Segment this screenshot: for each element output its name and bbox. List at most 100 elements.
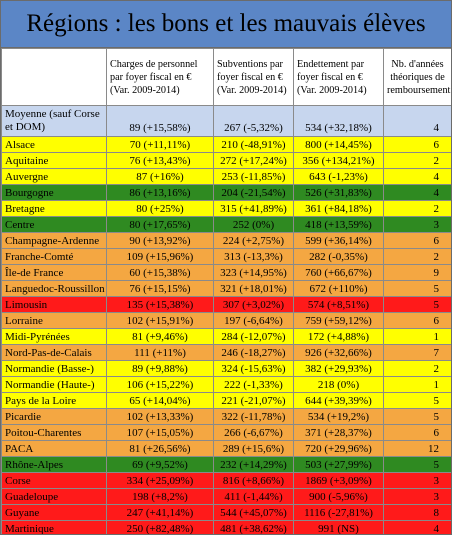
annees-cell: 2 — [383, 360, 451, 377]
table-row: Bretagne 80 (+25%) 315 (+41,89%) 361 (+84,1… — [1, 200, 451, 217]
region-cell: Champagne-Ardenne — [1, 232, 107, 249]
region-cell: Guyane — [1, 504, 107, 521]
region-cell: Nord-Pas-de-Calais — [1, 344, 107, 361]
charges-cell: 76 (+13,43%) — [106, 152, 214, 169]
table-row: Centre 80 (+17,65%) 252 (0%) 418 (+13,59%) 3 — [1, 216, 451, 233]
table-row: Nord-Pas-de-Calais 111 (+11%) 246 (-18,27%… — [1, 344, 451, 361]
table-row: Guadeloupe 198 (+8,2%) 411 (-1,44%) 900 (-5… — [1, 488, 451, 505]
endettement-cell: 1116 (-27,81%) — [293, 504, 384, 521]
subventions-cell: 252 (0%) — [213, 216, 294, 233]
region-cell: Normandie (Basse-) — [1, 360, 107, 377]
annees-cell: 4 — [383, 184, 451, 201]
endettement-cell: 418 (+13,59%) — [293, 216, 384, 233]
table-row: Languedoc-Roussillon 76 (+15,15%) 321 (+18… — [1, 280, 451, 297]
endettement-cell: 991 (NS) — [293, 520, 384, 534]
region-cell: Île-de France — [1, 264, 107, 281]
header-endettement: Endettement par foyer fiscal en € (Var. … — [293, 48, 384, 106]
subventions-cell: 324 (-15,63%) — [213, 360, 294, 377]
subventions-cell: 307 (+3,02%) — [213, 296, 294, 313]
region-cell: Corse — [1, 472, 107, 489]
region-cell: Pays de la Loire — [1, 392, 107, 409]
charges-cell: 89 (+15,58%) — [106, 105, 214, 137]
annees-cell: 3 — [383, 488, 451, 505]
charges-cell: 111 (+11%) — [106, 344, 214, 361]
endettement-cell: 371 (+28,37%) — [293, 424, 384, 441]
endettement-cell: 382 (+29,93%) — [293, 360, 384, 377]
table-row: Alsace 70 (+11,11%) 210 (-48,91%) 800 (+14,… — [1, 136, 451, 153]
charges-cell: 198 (+8,2%) — [106, 488, 214, 505]
subventions-cell: 222 (-1,33%) — [213, 376, 294, 393]
subventions-cell: 253 (-11,85%) — [213, 168, 294, 185]
charges-cell: 107 (+15,05%) — [106, 424, 214, 441]
endettement-cell: 503 (+27,99%) — [293, 456, 384, 473]
charges-cell: 81 (+26,56%) — [106, 440, 214, 457]
table-row: Champagne-Ardenne 90 (+13,92%) 224 (+2,75%… — [1, 232, 451, 249]
region-cell: Normandie (Haute-) — [1, 376, 107, 393]
endettement-cell: 599 (+36,14%) — [293, 232, 384, 249]
region-cell: PACA — [1, 440, 107, 457]
endettement-cell: 218 (0%) — [293, 376, 384, 393]
table-title: Régions : les bons et les mauvais élèves — [1, 1, 451, 48]
region-cell: Aquitaine — [1, 152, 107, 169]
region-cell: Auvergne — [1, 168, 107, 185]
annees-cell: 3 — [383, 216, 451, 233]
subventions-cell: 816 (+8,66%) — [213, 472, 294, 489]
region-cell: Moyenne (sauf Corse et DOM) — [1, 105, 107, 137]
charges-cell: 102 (+13,33%) — [106, 408, 214, 425]
table-row: PACA 81 (+26,56%) 289 (+15,6%) 720 (+29,96%… — [1, 440, 451, 457]
table-row: Lorraine 102 (+15,91%) 197 (-6,64%) 759 (+5… — [1, 312, 451, 329]
table-row: Limousin 135 (+15,38%) 307 (+3,02%) 574 (+8… — [1, 296, 451, 313]
subventions-cell: 266 (-6,67%) — [213, 424, 294, 441]
region-cell: Lorraine — [1, 312, 107, 329]
annees-cell: 9 — [383, 264, 451, 281]
charges-cell: 250 (+82,48%) — [106, 520, 214, 534]
annees-cell: 7 — [383, 344, 451, 361]
subventions-cell: 411 (-1,44%) — [213, 488, 294, 505]
region-cell: Alsace — [1, 136, 107, 153]
charges-cell: 80 (+17,65%) — [106, 216, 214, 233]
charges-cell: 70 (+11,11%) — [106, 136, 214, 153]
region-cell: Martinique — [1, 520, 107, 534]
charges-cell: 334 (+25,09%) — [106, 472, 214, 489]
endettement-cell: 172 (+4,88%) — [293, 328, 384, 345]
charges-cell: 81 (+9,46%) — [106, 328, 214, 345]
region-cell: Bourgogne — [1, 184, 107, 201]
header-region — [1, 48, 107, 106]
endettement-cell: 643 (-1,23%) — [293, 168, 384, 185]
endettement-cell: 760 (+66,67%) — [293, 264, 384, 281]
annees-cell: 6 — [383, 136, 451, 153]
annees-cell: 4 — [383, 520, 451, 534]
endettement-cell: 900 (-5,96%) — [293, 488, 384, 505]
charges-cell: 135 (+15,38%) — [106, 296, 214, 313]
subventions-cell: 544 (+45,07%) — [213, 504, 294, 521]
charges-cell: 80 (+25%) — [106, 200, 214, 217]
subventions-cell: 224 (+2,75%) — [213, 232, 294, 249]
endettement-cell: 926 (+32,66%) — [293, 344, 384, 361]
table-row: Corse 334 (+25,09%) 816 (+8,66%) 1869 (+3,0… — [1, 472, 451, 489]
region-cell: Languedoc-Roussillon — [1, 280, 107, 297]
subventions-cell: 323 (+14,95%) — [213, 264, 294, 281]
annees-cell: 6 — [383, 312, 451, 329]
annees-cell: 1 — [383, 376, 451, 393]
subventions-cell: 313 (-13,3%) — [213, 248, 294, 265]
table-row: Bourgogne 86 (+13,16%) 204 (-21,54%) 526 (+… — [1, 184, 451, 201]
annees-cell: 2 — [383, 248, 451, 265]
average-row: Moyenne (sauf Corse et DOM) 89 (+15,58%) 2… — [1, 105, 451, 137]
subventions-cell: 204 (-21,54%) — [213, 184, 294, 201]
subventions-cell: 267 (-5,32%) — [213, 105, 294, 137]
charges-cell: 76 (+15,15%) — [106, 280, 214, 297]
table-body: Moyenne (sauf Corse et DOM) 89 (+15,58%) 2… — [1, 105, 451, 534]
charges-cell: 89 (+9,88%) — [106, 360, 214, 377]
endettement-cell: 720 (+29,96%) — [293, 440, 384, 457]
table-row: Martinique 250 (+82,48%) 481 (+38,62%) 991 … — [1, 520, 451, 534]
table-row: Franche-Comté 109 (+15,96%) 313 (-13,3%) 28… — [1, 248, 451, 265]
table-row: Auvergne 87 (+16%) 253 (-11,85%) 643 (-1,23… — [1, 168, 451, 185]
annees-cell: 8 — [383, 504, 451, 521]
region-cell: Limousin — [1, 296, 107, 313]
annees-cell: 5 — [383, 296, 451, 313]
endettement-cell: 800 (+14,45%) — [293, 136, 384, 153]
header-charges: Charges de personnel par foyer fiscal en… — [106, 48, 214, 106]
annees-cell: 4 — [383, 105, 451, 137]
table-row: Midi-Pyrénées 81 (+9,46%) 284 (-12,07%) 172… — [1, 328, 451, 345]
charges-cell: 247 (+41,14%) — [106, 504, 214, 521]
